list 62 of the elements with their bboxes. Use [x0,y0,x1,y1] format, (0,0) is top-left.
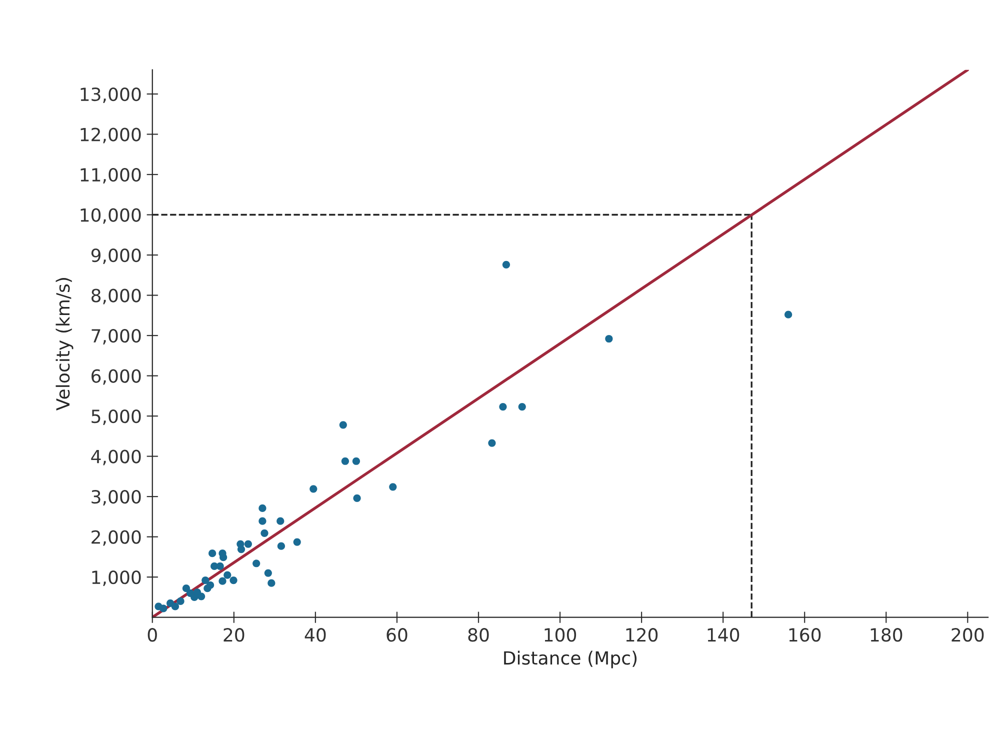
point [202,576,210,584]
point [160,604,168,612]
point [258,504,266,512]
x-tick-label: 20 [224,628,244,642]
point [260,529,268,537]
point [499,402,507,411]
y-tick-label: 7,000 [92,328,141,344]
point [389,483,397,491]
y-tick-label: 13,000 [80,87,141,103]
y-tick-label: 6,000 [92,369,141,385]
point [252,560,260,568]
point [208,550,216,558]
y-tick-label: 12,000 [80,128,141,144]
x-tick-label: 60 [386,628,408,642]
point [268,579,276,587]
point [198,592,206,600]
x-tick-label: 200 [952,628,984,642]
y-tick-label: 4,000 [91,450,141,466]
point [218,577,226,585]
point [264,569,272,577]
y-tick-label: 9,000 [91,248,141,264]
x-tick-label: 180 [870,628,902,642]
point [518,402,526,411]
x-tick-label: 120 [626,628,658,642]
point [216,562,224,570]
x-axis-title: Distance (Mpc) [504,650,637,668]
point [341,457,349,465]
point [224,571,232,579]
point [230,576,238,584]
x-tick-label: 140 [708,628,740,642]
point [605,334,613,343]
point [258,517,266,525]
point [171,602,180,610]
point [502,260,510,268]
point [237,545,246,554]
y-tick-label: 3,000 [92,490,141,506]
point [293,538,301,546]
point [784,310,792,318]
y-tick-label: 8,000 [92,288,141,304]
x-tick-label: 160 [789,628,821,642]
point [220,554,228,562]
point [276,517,284,525]
x-tick-label: 80 [468,628,489,642]
point [488,439,496,447]
point [277,542,286,550]
point [353,494,361,502]
point [176,597,184,606]
y-tick-label: 1,000 [92,570,141,586]
point [182,584,190,592]
point [244,540,252,548]
x-tick-label: 0 [148,628,157,642]
x-tick-label: 100 [544,628,576,642]
y-axis-title: Velocity (km/s) [56,278,74,411]
y-tick-label: 5,000 [92,410,141,425]
y-tick-label: 2,000 [92,530,141,546]
x-tick-label: 40 [304,628,326,642]
point [352,457,360,465]
point [310,485,318,493]
point [206,581,214,589]
point [339,421,347,429]
y-tick-label: 10,000 [80,208,141,224]
y-tick-label: 11,000 [80,168,141,184]
